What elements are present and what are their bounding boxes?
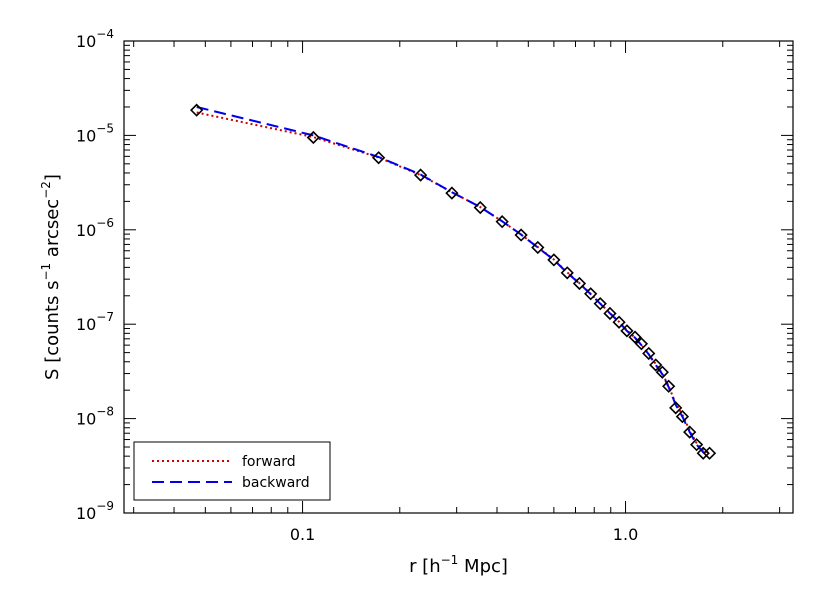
legend: forward backward: [133, 441, 331, 501]
data-point: [620, 324, 634, 338]
y-axis-title-sup1: −1: [39, 263, 53, 281]
y-axis-title: S [counts s−1 arcsec−2]: [39, 174, 63, 380]
axis-ticks: [124, 41, 793, 514]
data-point: [413, 168, 428, 182]
data-point: [445, 186, 459, 200]
data-point: [662, 379, 676, 393]
data-point: [655, 365, 669, 379]
data-point: [603, 306, 617, 321]
x-tick-label: 0.1: [290, 525, 315, 544]
y-axis-title-end: ]: [42, 174, 63, 181]
data-point: [612, 315, 626, 329]
y-tick-label: 10−4: [76, 27, 114, 51]
y-axis-title-mid: arcsec: [42, 199, 63, 263]
x-axis-title-end: Mpc]: [458, 556, 508, 577]
legend-label-forward: forward: [242, 454, 296, 470]
series-line-backward: [196, 106, 710, 455]
plot-area: [123, 40, 794, 514]
data-point: [634, 337, 649, 351]
plot-frame: [123, 40, 794, 514]
data-point: [689, 437, 704, 452]
y-tick-label: 10−7: [76, 310, 114, 334]
data-point: [473, 200, 487, 215]
data-point: [628, 330, 642, 344]
data-point: [547, 253, 561, 267]
data-point: [495, 215, 509, 229]
data-point: [572, 276, 587, 291]
x-axis-title: r [h−1 Mpc]: [409, 553, 508, 577]
data-point: [702, 446, 717, 460]
data-point: [560, 266, 574, 280]
data-point: [593, 297, 607, 311]
legend-box: [133, 441, 331, 501]
data-point: [642, 346, 656, 361]
data-point: [190, 103, 204, 117]
series-line-forward: [196, 111, 710, 455]
data-point: [649, 358, 663, 372]
x-axis-title-sup: −1: [441, 553, 459, 567]
data-point: [306, 130, 320, 145]
x-tick-label: 1.0: [613, 525, 638, 544]
series-layer: [196, 106, 710, 455]
tick-labels: 0.1 1.0 10−9 10−8 10−7 10−6 10−5 10−4: [76, 27, 638, 544]
points-layer: [190, 103, 717, 460]
legend-label-backward: backward: [242, 475, 310, 491]
y-tick-label: 10−8: [76, 405, 114, 429]
data-point: [669, 401, 683, 415]
x-axis-title-main: r [h: [409, 556, 441, 577]
data-point: [514, 228, 528, 242]
y-tick-label: 10−9: [76, 499, 114, 523]
data-point: [371, 151, 386, 165]
data-point: [584, 287, 598, 301]
y-axis-title-main: S [counts s: [42, 281, 63, 380]
y-tick-label: 10−5: [76, 121, 114, 145]
data-point: [675, 409, 690, 424]
data-point: [531, 240, 545, 255]
y-tick-label: 10−6: [76, 216, 114, 240]
data-point: [683, 425, 697, 439]
y-axis-title-sup2: −2: [39, 181, 53, 199]
